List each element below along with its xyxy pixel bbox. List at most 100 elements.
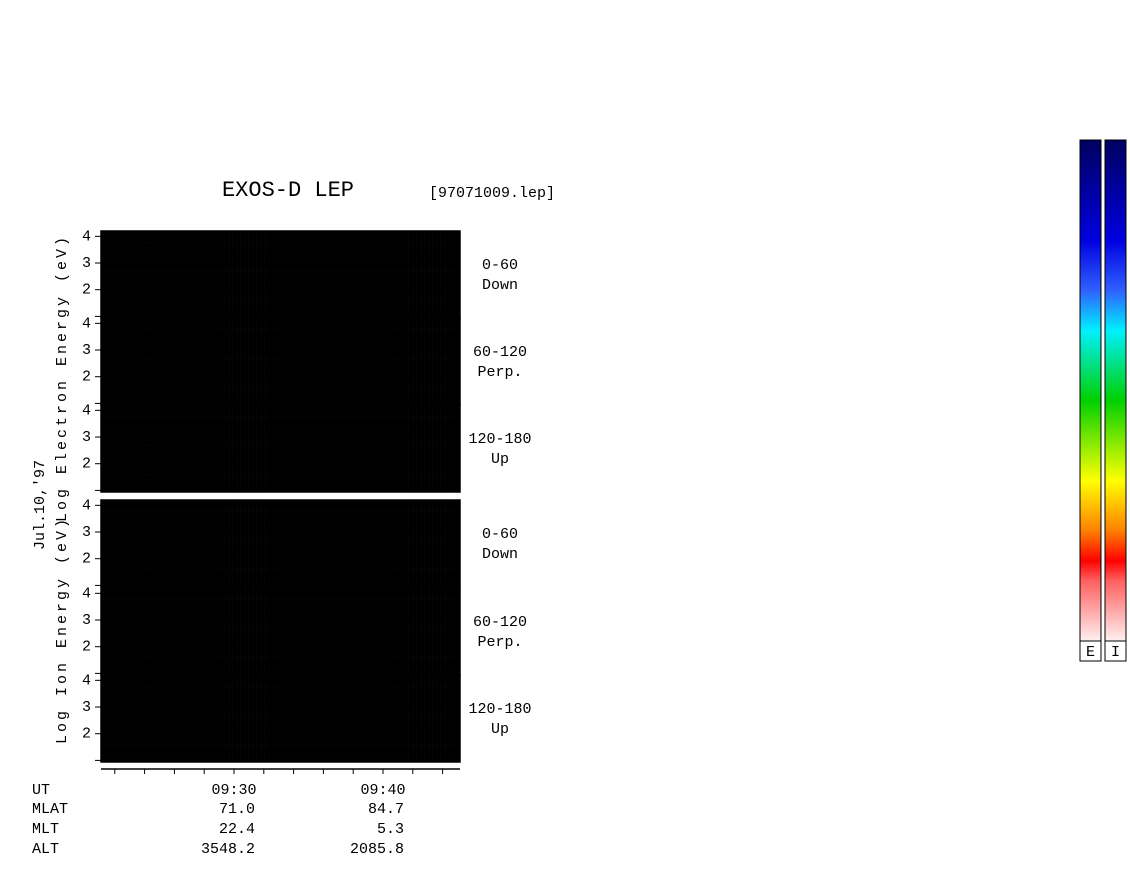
spectrogram-cell: [400, 329, 405, 336]
spectrogram-cell: [444, 474, 449, 481]
spectrogram-cell: [236, 236, 241, 243]
spectrogram-cell: [348, 347, 353, 354]
spectrogram-cell: [428, 323, 433, 330]
spectrogram-cell: [216, 439, 221, 446]
spectrogram-cell: [200, 294, 206, 301]
spectrogram-cell: [420, 318, 425, 325]
spectrogram-cell: [252, 294, 257, 301]
spectrogram-cell: [204, 265, 209, 272]
spectrogram-cell: [132, 511, 138, 518]
spectrogram-cell: [256, 352, 261, 359]
spectrogram-cell: [364, 300, 369, 307]
spectrogram-cell: [408, 486, 413, 493]
spectrogram-cell: [300, 254, 305, 261]
spectrogram-cell: [380, 358, 385, 365]
spectrogram-cell: [232, 480, 237, 487]
spectrogram-cell: [336, 468, 341, 475]
spectrogram-cell: [244, 480, 249, 487]
spectrogram-cell: [448, 393, 453, 400]
spectrogram-cell: [308, 540, 313, 547]
spectrogram-cell: [184, 393, 190, 400]
spectrogram-cell: [308, 486, 313, 493]
spectrogram-cell: [332, 457, 337, 464]
spectrogram-cell: [232, 540, 237, 547]
spectrogram-cell: [320, 540, 325, 547]
spectrogram-cell: [268, 370, 273, 377]
spectrogram-cell: [188, 529, 194, 536]
spectrogram-cell: [256, 439, 261, 446]
spectrogram-cell: [228, 265, 233, 272]
spectrogram-cell: [240, 486, 245, 493]
spectrogram-cell: [200, 552, 206, 559]
spectrogram-cell: [236, 231, 241, 238]
spectrogram-cell: [344, 370, 349, 377]
spectrogram-cell: [432, 405, 437, 412]
spectrogram-cell: [332, 352, 337, 359]
spectrogram-cell: [268, 260, 273, 267]
spectrogram-cell: [276, 529, 281, 536]
spectrogram-cell: [428, 341, 433, 348]
spectrogram-cell: [252, 358, 257, 365]
spectrogram-cell: [432, 341, 437, 348]
spectrogram-cell: [104, 480, 110, 487]
spectrogram-cell: [204, 306, 209, 313]
spectrogram-cell: [144, 534, 150, 541]
spectrogram-cell: [272, 242, 277, 249]
spectrogram-cell: [344, 540, 349, 547]
spectrogram-cell: [324, 358, 329, 365]
spectrogram-cell: [356, 405, 361, 412]
spectrogram-cell: [172, 364, 178, 371]
spectrogram-cell: [228, 387, 233, 394]
spectrogram-cell: [140, 546, 146, 553]
spectrogram-cell: [224, 283, 229, 290]
spectrogram-cell: [224, 517, 229, 524]
spectrogram-cell: [160, 231, 166, 238]
spectrogram-cell: [324, 575, 329, 582]
spectrogram-cell: [180, 451, 186, 458]
spectrogram-cell: [292, 283, 297, 290]
spectrogram-cell: [236, 265, 241, 272]
spectrogram-cell: [396, 387, 401, 394]
spectrogram-cell: [264, 523, 269, 530]
spectrogram-cell: [116, 231, 122, 238]
spectrogram-cell: [456, 428, 461, 435]
spectrogram-cell: [208, 529, 213, 536]
spectrogram-cell: [244, 457, 249, 464]
spectrogram-cell: [168, 468, 174, 475]
spectrogram-cell: [316, 312, 321, 319]
spectrogram-cell: [184, 405, 190, 412]
spectrogram-cell: [328, 468, 333, 475]
spectrogram-cell: [260, 546, 265, 553]
spectrogram-cell: [328, 540, 333, 547]
spectrogram-cell: [248, 248, 253, 255]
spectrogram-cell: [164, 381, 170, 388]
spectrogram-cell: [352, 277, 357, 284]
spectrogram-cell: [101, 517, 106, 524]
spectrogram-cell: [312, 575, 317, 582]
spectrogram-cell: [328, 405, 333, 412]
spectrogram-cell: [352, 422, 357, 429]
spectrogram-cell: [328, 376, 333, 383]
spectrogram-cell: [212, 387, 217, 394]
spectrogram-cell: [392, 370, 397, 377]
spectrogram-cell: [268, 511, 273, 518]
spectrogram-cell: [120, 552, 126, 559]
spectrogram-cell: [324, 399, 329, 406]
spectrogram-cell: [212, 318, 217, 325]
spectrogram-cell: [348, 558, 353, 565]
spectrogram-cell: [172, 457, 178, 464]
spectrogram-cell: [160, 329, 166, 336]
spectrogram-cell: [160, 569, 166, 576]
spectrogram-cell: [160, 523, 166, 530]
spectrogram-cell: [101, 552, 106, 559]
spectrogram-cell: [436, 486, 441, 493]
spectrogram-cell: [212, 569, 217, 576]
spectrogram-cell: [344, 416, 349, 423]
spectrogram-cell: [292, 457, 297, 464]
spectrogram-cell: [232, 254, 237, 261]
spectrogram-cell: [312, 422, 317, 429]
spectrogram-cell: [336, 569, 341, 576]
spectrogram-cell: [272, 486, 277, 493]
spectrogram-cell: [236, 271, 241, 278]
spectrogram-cell: [252, 370, 257, 377]
